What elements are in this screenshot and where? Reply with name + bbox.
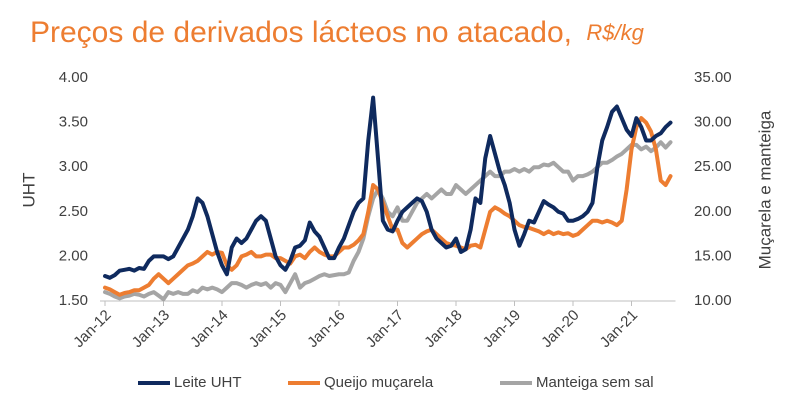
y-tick-label: 4.00 bbox=[59, 69, 88, 86]
x-tick-label: Jan-14 bbox=[187, 307, 231, 351]
x-tick-label: Jan-15 bbox=[246, 307, 290, 351]
x-tick-label: Jan-21 bbox=[597, 307, 641, 351]
y-tick-label: 2.00 bbox=[59, 247, 88, 264]
y-tick-label: 1.50 bbox=[59, 292, 88, 309]
x-tick-label: Jan-18 bbox=[421, 307, 465, 351]
y2-axis-label: Muçarela e manteiga bbox=[755, 110, 774, 269]
chart-unit: R$/kg bbox=[586, 20, 644, 45]
chart-title: Preços de derivados lácteos no atacado, … bbox=[30, 16, 645, 49]
x-tick-label: Jan-17 bbox=[363, 307, 407, 351]
series-line bbox=[103, 116, 673, 297]
legend-label: Manteiga sem sal bbox=[536, 374, 654, 391]
y-tick-label: 2.50 bbox=[59, 203, 88, 220]
series-line bbox=[103, 95, 673, 280]
y-tick-label: 3.00 bbox=[59, 158, 88, 175]
legend-label: Queijo muçarela bbox=[324, 374, 434, 391]
title-text: Preços de derivados lácteos no atacado, bbox=[30, 16, 572, 49]
y2-tick-label: 10.00 bbox=[694, 292, 732, 309]
y-tick-label: 3.50 bbox=[59, 114, 88, 131]
x-tick-label: Jan-19 bbox=[480, 307, 524, 351]
y2-tick-label: 20.00 bbox=[694, 203, 732, 220]
y2-tick-label: 35.00 bbox=[694, 69, 732, 86]
x-tick-label: Jan-12 bbox=[70, 307, 114, 351]
y2-tick-label: 30.00 bbox=[694, 114, 732, 131]
x-tick-label: Jan-20 bbox=[538, 307, 582, 351]
y2-tick-label: 25.00 bbox=[694, 158, 732, 175]
x-tick-label: Jan-16 bbox=[304, 307, 348, 351]
y2-tick-label: 15.00 bbox=[694, 247, 732, 264]
legend-label: Leite UHT bbox=[174, 374, 242, 391]
x-tick-label: Jan-13 bbox=[129, 307, 173, 351]
y-axis-label: UHT bbox=[19, 173, 38, 208]
